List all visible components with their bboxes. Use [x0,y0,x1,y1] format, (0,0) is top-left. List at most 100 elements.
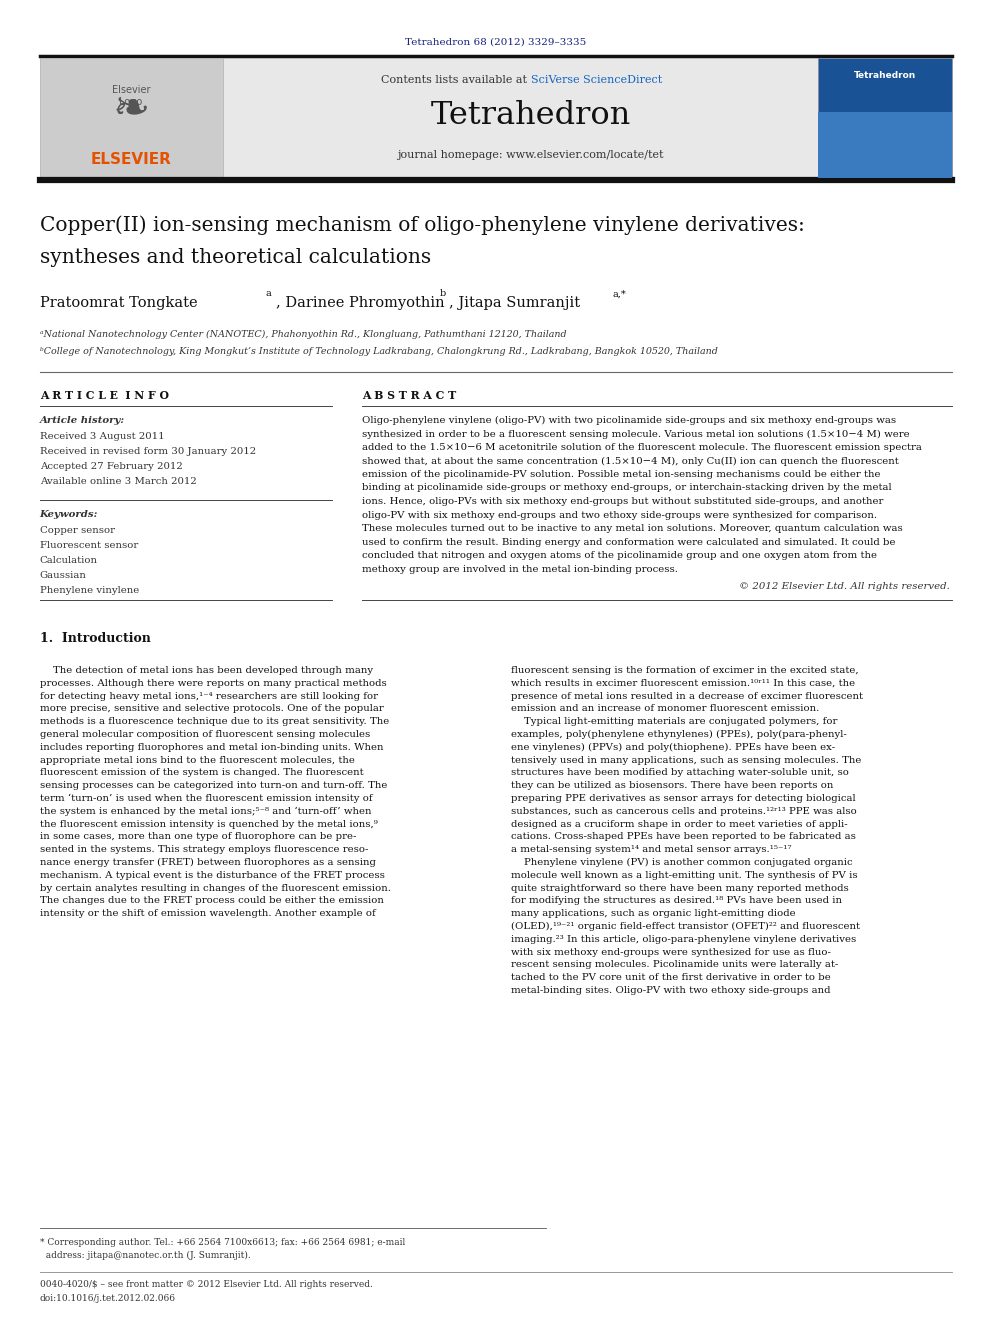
Text: a metal-sensing system¹⁴ and metal sensor arrays.¹⁵⁻¹⁷: a metal-sensing system¹⁴ and metal senso… [511,845,792,855]
Text: © 2012 Elsevier Ltd. All rights reserved.: © 2012 Elsevier Ltd. All rights reserved… [739,582,950,591]
Text: ions. Hence, oligo-PVs with six methoxy end-groups but without substituted side-: ions. Hence, oligo-PVs with six methoxy … [362,497,884,505]
Text: molecule well known as a light-emitting unit. The synthesis of PV is: molecule well known as a light-emitting … [511,871,857,880]
Text: Typical light-emitting materials are conjugated polymers, for: Typical light-emitting materials are con… [511,717,837,726]
Bar [40,58,223,179]
Text: appropriate metal ions bind to the fluorescent molecules, the: appropriate metal ions bind to the fluor… [40,755,354,765]
Text: oligo-PV with six methoxy end-groups and two ethoxy side-groups were synthesized: oligo-PV with six methoxy end-groups and… [362,511,877,520]
Text: mechanism. A typical event is the disturbance of the FRET process: mechanism. A typical event is the distur… [40,871,385,880]
Text: a: a [266,290,272,299]
Text: ᵃNational Nanotechnology Center (NANOTEC), Phahonyothin Rd., Klongluang, Pathumt: ᵃNational Nanotechnology Center (NANOTEC… [40,329,566,339]
Text: Accepted 27 February 2012: Accepted 27 February 2012 [40,462,183,471]
Text: sented in the systems. This strategy employs fluorescence reso-: sented in the systems. This strategy emp… [40,845,368,855]
Text: nance energy transfer (FRET) between fluorophores as a sensing: nance energy transfer (FRET) between flu… [40,859,376,867]
Text: term ‘turn-on’ is used when the fluorescent emission intensity of: term ‘turn-on’ is used when the fluoresc… [40,794,372,803]
Text: imaging.²³ In this article, oligo-para-phenylene vinylene derivatives: imaging.²³ In this article, oligo-para-p… [511,935,856,943]
Text: Fluorescent sensor: Fluorescent sensor [40,541,138,550]
Text: includes reporting fluorophores and metal ion-binding units. When: includes reporting fluorophores and meta… [40,742,383,751]
Text: many applications, such as organic light-emitting diode: many applications, such as organic light… [511,909,796,918]
Text: Received in revised form 30 January 2012: Received in revised form 30 January 2012 [40,447,256,456]
Text: Pratoomrat Tongkate: Pratoomrat Tongkate [40,296,197,310]
Text: The changes due to the FRET process could be either the emission: The changes due to the FRET process coul… [40,897,384,905]
Text: These molecules turned out to be inactive to any metal ion solutions. Moreover, : These molecules turned out to be inactiv… [362,524,903,533]
Text: metal-binding sites. Oligo-PV with two ethoxy side-groups and: metal-binding sites. Oligo-PV with two e… [511,986,830,995]
Text: Received 3 August 2011: Received 3 August 2011 [40,433,165,441]
Text: journal homepage: www.elsevier.com/locate/tet: journal homepage: www.elsevier.com/locat… [398,149,664,160]
Text: tensively used in many applications, such as sensing molecules. The: tensively used in many applications, suc… [511,755,861,765]
Text: the fluorescent emission intensity is quenched by the metal ions,⁹: the fluorescent emission intensity is qu… [40,820,377,828]
Text: Copper sensor: Copper sensor [40,527,115,534]
Text: Oligo-phenylene vinylene (oligo-PV) with two picolinamide side-groups and six me: Oligo-phenylene vinylene (oligo-PV) with… [362,415,896,425]
Bar [818,58,952,179]
Text: structures have been modified by attaching water-soluble unit, so: structures have been modified by attachi… [511,769,849,778]
Text: concluded that nitrogen and oxygen atoms of the picolinamide group and one oxyge: concluded that nitrogen and oxygen atoms… [362,550,877,560]
Text: ene vinylenes) (PPVs) and poly(thiophene). PPEs have been ex-: ene vinylenes) (PPVs) and poly(thiophene… [511,742,835,751]
Text: Copper(II) ion-sensing mechanism of oligo-phenylene vinylene derivatives:: Copper(II) ion-sensing mechanism of olig… [40,216,805,234]
Text: presence of metal ions resulted in a decrease of excimer fluorescent: presence of metal ions resulted in a dec… [511,692,863,701]
Text: more precise, sensitive and selective protocols. One of the popular: more precise, sensitive and selective pr… [40,704,384,713]
Text: Calculation: Calculation [40,556,97,565]
Text: (OLED),¹⁹⁻²¹ organic field-effect transistor (OFET)²² and fluorescent: (OLED),¹⁹⁻²¹ organic field-effect transi… [511,922,860,931]
Text: Contents lists available at: Contents lists available at [381,75,531,85]
Text: methoxy group are involved in the metal ion-binding process.: methoxy group are involved in the metal … [362,565,679,573]
Text: cations. Cross-shaped PPEs have been reported to be fabricated as: cations. Cross-shaped PPEs have been rep… [511,832,856,841]
Text: Keywords:: Keywords: [40,509,98,519]
Text: Phenylene vinylene: Phenylene vinylene [40,586,139,595]
Text: methods is a fluorescence technique due to its great sensitivity. The: methods is a fluorescence technique due … [40,717,389,726]
Text: The detection of metal ions has been developed through many: The detection of metal ions has been dev… [40,665,373,675]
Text: Phenylene vinylene (PV) is another common conjugated organic: Phenylene vinylene (PV) is another commo… [511,859,852,867]
Bar [40,58,952,179]
Text: ❧: ❧ [112,89,150,131]
Text: 1.  Introduction: 1. Introduction [40,632,151,646]
Bar [818,112,952,179]
Text: * Corresponding author. Tel.: +66 2564 7100x6613; fax: +66 2564 6981; e-mail: * Corresponding author. Tel.: +66 2564 7… [40,1238,405,1248]
Text: sensing processes can be categorized into turn-on and turn-off. The: sensing processes can be categorized int… [40,781,387,790]
Text: address: jitapa@nanotec.or.th (J. Sumranjit).: address: jitapa@nanotec.or.th (J. Sumran… [40,1252,250,1259]
Text: ELSEVIER: ELSEVIER [90,152,172,168]
Text: emission and an increase of monomer fluorescent emission.: emission and an increase of monomer fluo… [511,704,819,713]
Text: in some cases, more than one type of fluorophore can be pre-: in some cases, more than one type of flu… [40,832,356,841]
Text: fluorescent sensing is the formation of excimer in the excited state,: fluorescent sensing is the formation of … [511,665,858,675]
Text: used to confirm the result. Binding energy and conformation were calculated and : used to confirm the result. Binding ener… [362,537,896,546]
Text: examples, poly(phenylene ethynylenes) (PPEs), poly(para-phenyl-: examples, poly(phenylene ethynylenes) (P… [511,730,846,740]
Text: ᵇCollege of Nanotechnology, King Mongkut’s Institute of Technology Ladkrabang, C: ᵇCollege of Nanotechnology, King Mongkut… [40,347,717,356]
Text: for modifying the structures as desired.¹⁸ PVs have been used in: for modifying the structures as desired.… [511,897,842,905]
Text: Elsevier
Logo: Elsevier Logo [112,85,150,107]
Text: with six methoxy end-groups were synthesized for use as fluo-: with six methoxy end-groups were synthes… [511,947,830,957]
Text: general molecular composition of fluorescent sensing molecules: general molecular composition of fluores… [40,730,370,740]
Text: A R T I C L E  I N F O: A R T I C L E I N F O [40,390,169,401]
Text: for detecting heavy metal ions,¹⁻⁴ researchers are still looking for: for detecting heavy metal ions,¹⁻⁴ resea… [40,692,378,701]
Text: SciVerse ScienceDirect: SciVerse ScienceDirect [531,75,662,85]
Text: the system is enhanced by the metal ions;⁵⁻⁸ and ‘turn-off’ when: the system is enhanced by the metal ions… [40,807,371,816]
Text: synthesized in order to be a fluorescent sensing molecule. Various metal ion sol: synthesized in order to be a fluorescent… [362,430,910,439]
Text: quite straightforward so there have been many reported methods: quite straightforward so there have been… [511,884,848,893]
Text: which results in excimer fluorescent emission.¹⁰ʳ¹¹ In this case, the: which results in excimer fluorescent emi… [511,679,855,688]
Text: syntheses and theoretical calculations: syntheses and theoretical calculations [40,247,431,267]
Text: processes. Although there were reports on many practical methods: processes. Although there were reports o… [40,679,387,688]
Text: substances, such as cancerous cells and proteins.¹²ʳ¹³ PPE was also: substances, such as cancerous cells and … [511,807,857,816]
Text: showed that, at about the same concentration (1.5×10−4 M), only Cu(II) ion can q: showed that, at about the same concentra… [362,456,899,466]
Text: , Jitapa Sumranjit: , Jitapa Sumranjit [449,296,580,310]
Text: a,*: a,* [612,290,626,299]
Text: intensity or the shift of emission wavelength. Another example of: intensity or the shift of emission wavel… [40,909,375,918]
Text: Available online 3 March 2012: Available online 3 March 2012 [40,478,196,486]
Text: tached to the PV core unit of the first derivative in order to be: tached to the PV core unit of the first … [511,974,830,982]
Text: Article history:: Article history: [40,415,125,425]
Text: designed as a cruciform shape in order to meet varieties of appli-: designed as a cruciform shape in order t… [511,820,847,828]
Text: binding at picolinamide side-groups or methoxy end-groups, or interchain-stackin: binding at picolinamide side-groups or m… [362,483,892,492]
Text: Tetrahedron: Tetrahedron [854,70,916,79]
Text: fluorescent emission of the system is changed. The fluorescent: fluorescent emission of the system is ch… [40,769,363,778]
Text: by certain analytes resulting in changes of the fluorescent emission.: by certain analytes resulting in changes… [40,884,391,893]
Text: b: b [439,290,445,299]
Text: rescent sensing molecules. Picolinamide units were laterally at-: rescent sensing molecules. Picolinamide … [511,960,838,970]
Text: Gaussian: Gaussian [40,572,86,579]
Text: added to the 1.5×10−6 M acetonitrile solution of the fluorescent molecule. The f: added to the 1.5×10−6 M acetonitrile sol… [362,443,922,452]
Text: preparing PPE derivatives as sensor arrays for detecting biological: preparing PPE derivatives as sensor arra… [511,794,855,803]
Text: Tetrahedron 68 (2012) 3329–3335: Tetrahedron 68 (2012) 3329–3335 [406,38,586,48]
Text: , Darinee Phromyothin: , Darinee Phromyothin [276,296,444,310]
Text: 0040-4020/$ – see front matter © 2012 Elsevier Ltd. All rights reserved.: 0040-4020/$ – see front matter © 2012 El… [40,1279,373,1289]
Text: Tetrahedron: Tetrahedron [431,99,631,131]
Text: they can be utilized as biosensors. There have been reports on: they can be utilized as biosensors. Ther… [511,781,833,790]
Text: A B S T R A C T: A B S T R A C T [362,390,456,401]
Text: emission of the picolinamide-PV solution. Possible metal ion-sensing mechanisms : emission of the picolinamide-PV solution… [362,470,881,479]
Text: doi:10.1016/j.tet.2012.02.066: doi:10.1016/j.tet.2012.02.066 [40,1294,176,1303]
